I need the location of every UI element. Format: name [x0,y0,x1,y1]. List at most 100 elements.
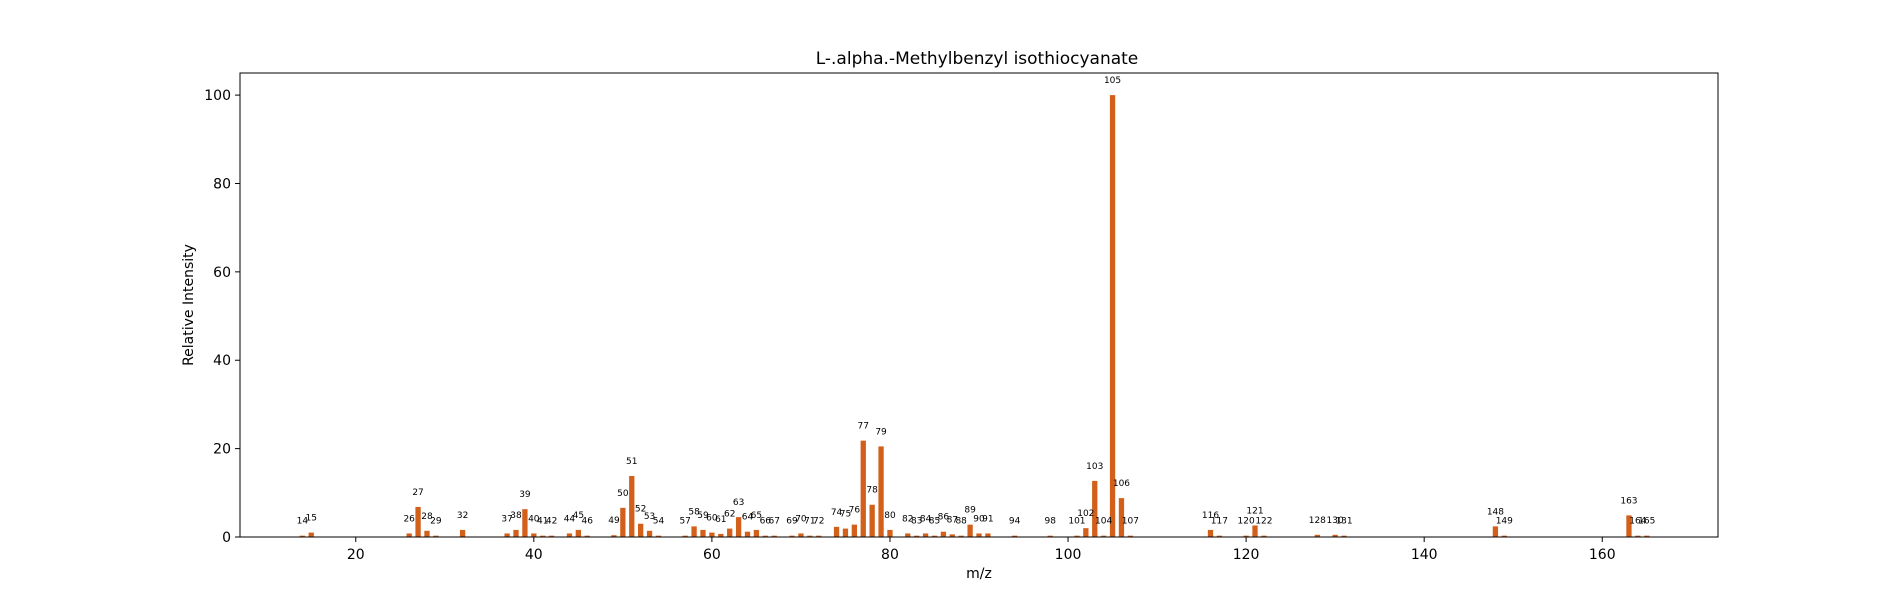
bar-mz-88 [958,535,964,537]
bar-mz-85 [931,535,938,537]
peak-label-15: 15 [306,514,317,524]
bar-mz-104 [1101,535,1107,537]
bar-mz-15 [308,532,314,537]
bar-mz-40 [531,533,537,537]
bar-mz-163 [1626,515,1632,537]
peak-label-54: 54 [653,517,665,527]
peak-label-164: 164 [1629,517,1646,527]
peak-label-27: 27 [412,488,423,498]
peak-label-60: 60 [706,514,718,524]
bar-mz-38 [513,529,519,537]
x-tick-label: 120 [1233,547,1260,563]
peak-label-104: 104 [1095,517,1112,527]
bar-mz-65 [753,529,760,537]
peak-label-74: 74 [831,508,843,518]
bar-mz-164 [1635,535,1641,537]
bar-mz-120 [1243,535,1249,537]
peak-label-149: 149 [1496,517,1513,527]
y-axis: 0 20 40 60 80 100 [204,88,240,546]
y-tick-label: 60 [213,265,231,281]
peak-label-75: 75 [840,510,851,520]
bar-mz-28 [424,530,430,537]
bar-mz-77 [860,440,866,537]
x-tick-label: 40 [525,547,543,563]
x-tick-label: 100 [1055,547,1082,563]
bar-mz-76 [851,524,857,537]
peak-label-32: 32 [457,511,468,521]
plot-frame [239,72,1719,538]
bar-mz-42 [548,535,555,537]
y-tick-label: 100 [204,88,231,104]
peak-label-121: 121 [1246,507,1263,517]
peak-label-83: 83 [911,517,922,527]
peak-label-46: 46 [582,517,594,527]
peak-label-128: 128 [1309,516,1326,526]
peak-label-87: 87 [947,515,958,525]
bar-mz-131 [1341,535,1347,537]
bar-mz-41 [540,535,546,537]
peak-label-59: 59 [697,511,709,521]
bar-mz-46 [584,535,590,537]
bar-mz-63 [735,517,742,537]
bar-mz-44 [566,533,573,537]
bar-mz-106 [1118,498,1125,537]
peak-label-70: 70 [795,514,807,524]
peak-label-148: 148 [1487,507,1504,517]
peak-label-89: 89 [964,506,976,516]
bar-mz-98 [1047,535,1053,537]
x-tick-label: 140 [1411,547,1438,563]
bar-mz-148 [1492,526,1499,537]
bar-mz-78 [869,504,875,537]
peak-label-63: 63 [733,498,744,508]
bar-mz-49 [611,535,617,537]
y-tick-label: 0 [222,530,231,546]
peak-label-79: 79 [875,427,887,437]
bar-mz-79 [878,446,884,537]
peak-label-61: 61 [715,515,726,525]
peak-label-86: 86 [938,513,950,523]
bar-mz-39 [522,509,528,537]
peak-label-41: 41 [537,517,548,527]
x-tick-label: 60 [703,547,721,563]
peak-label-76: 76 [849,506,861,516]
peak-label-57: 57 [679,517,690,527]
peak-label-120: 120 [1238,517,1255,527]
bar-mz-75 [842,528,849,537]
peak-label-105: 105 [1104,76,1121,86]
peak-label-14: 14 [297,517,309,527]
peak-label-103: 103 [1086,462,1103,472]
bar-mz-53 [646,530,653,537]
peak-label-45: 45 [573,511,584,521]
peak-label-69: 69 [786,517,798,527]
peak-label-131: 131 [1335,517,1352,527]
peak-label-71: 71 [804,517,815,527]
bar-mz-66 [762,535,768,537]
bar-mz-89 [967,524,973,537]
bar-mz-121 [1252,525,1258,537]
bar-mz-107 [1127,535,1134,537]
bar-mz-27 [415,506,421,537]
x-axis: 20 40 60 80 100 120 140 160 [347,537,1616,563]
bar-mz-71 [807,535,813,537]
bar-mz-122 [1261,535,1267,537]
bar-mz-64 [744,531,751,537]
peak-label-44: 44 [564,514,576,524]
y-axis-label: Relative Intensity [181,244,197,366]
peak-label-26: 26 [403,514,415,524]
y-tick-label: 20 [213,442,231,458]
bar-mz-32 [459,529,466,537]
peak-label-117: 117 [1211,517,1228,527]
peak-label-91: 91 [982,514,993,524]
bar-mz-54 [655,535,662,537]
bar-mz-83 [914,535,920,537]
bar-mz-14 [299,535,305,537]
peak-label-64: 64 [742,513,754,523]
bar-mz-59 [700,529,706,537]
bar-mz-87 [949,534,955,537]
bar-mz-37 [504,533,510,537]
bar-series [299,95,1650,537]
peak-label-51: 51 [626,457,637,467]
